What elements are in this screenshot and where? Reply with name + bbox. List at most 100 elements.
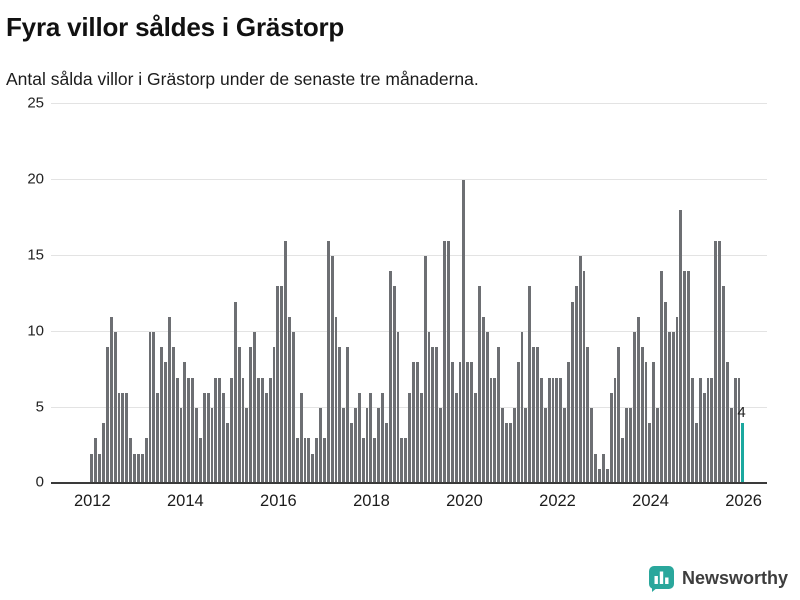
bar (636, 316, 640, 484)
bar (660, 271, 663, 484)
bar (737, 377, 741, 484)
bar (567, 362, 570, 484)
bar (710, 377, 714, 484)
y-axis-tick-label: 25 (27, 94, 44, 112)
bar-series (90, 104, 745, 484)
bar (195, 408, 198, 484)
bar (330, 256, 334, 484)
bar (102, 423, 105, 484)
bar (470, 362, 473, 484)
bar (412, 362, 415, 484)
bar (311, 453, 315, 484)
bar (714, 240, 718, 484)
plot-area: 0 5 10 15 20 25 2012 2014 2016 2018 2020 2022 2024 2… (27, 95, 767, 510)
bar (450, 362, 454, 484)
bar (694, 423, 698, 484)
bar (563, 408, 566, 484)
bar (237, 347, 241, 484)
bar (253, 332, 256, 484)
last-value-label: 4 (737, 404, 746, 422)
x-axis-tick-label: 2012 (73, 492, 111, 510)
page-title: Fyra villor såldes i Grästorp (6, 12, 345, 42)
bar (276, 286, 280, 484)
bar (109, 316, 113, 484)
bar (481, 316, 485, 484)
bar (357, 392, 361, 484)
bar (462, 180, 466, 484)
chart: 0 5 10 15 20 25 2012 2014 2016 2018 2020 2022 2024 2… (6, 95, 792, 510)
bar (594, 453, 597, 484)
bar (400, 438, 404, 484)
bar (536, 347, 539, 484)
bar (133, 453, 136, 484)
bar (656, 408, 659, 484)
newsworthy-logo-text: Newsworthy (681, 568, 788, 588)
bar (94, 438, 98, 484)
y-axis-tick-label: 20 (27, 170, 44, 188)
bar (373, 438, 377, 484)
bar (524, 408, 528, 484)
bar (202, 392, 206, 484)
bar (113, 332, 117, 484)
bar (609, 392, 613, 484)
bar (210, 408, 214, 484)
bar (408, 392, 411, 484)
bar (671, 332, 675, 484)
x-axis-line: 0 (36, 474, 767, 491)
bar (435, 347, 439, 484)
bar (299, 392, 303, 484)
bar (632, 332, 636, 484)
bar (226, 423, 229, 484)
gridline: 15 (27, 247, 767, 264)
y-axis-tick-label: 5 (35, 398, 44, 416)
bar (427, 332, 431, 484)
bar (547, 377, 551, 484)
bar (129, 438, 132, 484)
bar (687, 271, 690, 484)
x-axis-tick-label: 2018 (353, 492, 390, 510)
bar (152, 332, 156, 484)
bar (598, 468, 601, 484)
bar (446, 240, 450, 484)
bar (601, 453, 605, 484)
bar (241, 377, 245, 484)
bar (458, 362, 462, 484)
bar (586, 347, 590, 484)
bar (334, 316, 338, 484)
bar (543, 408, 547, 484)
bar (268, 377, 272, 484)
bar (260, 377, 264, 484)
bar (377, 408, 380, 484)
bar (477, 286, 481, 484)
bar (501, 408, 504, 484)
bar (617, 347, 621, 484)
bar (590, 408, 594, 484)
bar (396, 332, 400, 484)
x-axis-tick-label: 2024 (632, 492, 669, 510)
y-axis-tick-label: 10 (27, 322, 44, 340)
x-axis-tick-label: 2016 (260, 492, 297, 510)
bar (257, 377, 260, 484)
bar (148, 332, 152, 484)
bar (454, 392, 458, 484)
bar (315, 438, 318, 484)
gridline: 20 (27, 171, 767, 188)
bar (388, 271, 392, 484)
bar (644, 362, 648, 484)
bar (667, 332, 671, 484)
bar (516, 362, 520, 484)
bar (640, 347, 644, 484)
bar (570, 301, 574, 484)
bar (431, 347, 435, 484)
bar (365, 408, 369, 484)
bar (175, 377, 179, 484)
bar (439, 408, 442, 484)
bar (125, 392, 129, 484)
y-axis-tick-label: 15 (27, 246, 44, 264)
bar (198, 438, 202, 484)
x-axis-tick-label: 2022 (539, 492, 576, 510)
bar (272, 347, 276, 484)
bar (725, 362, 729, 484)
bar (555, 377, 559, 484)
